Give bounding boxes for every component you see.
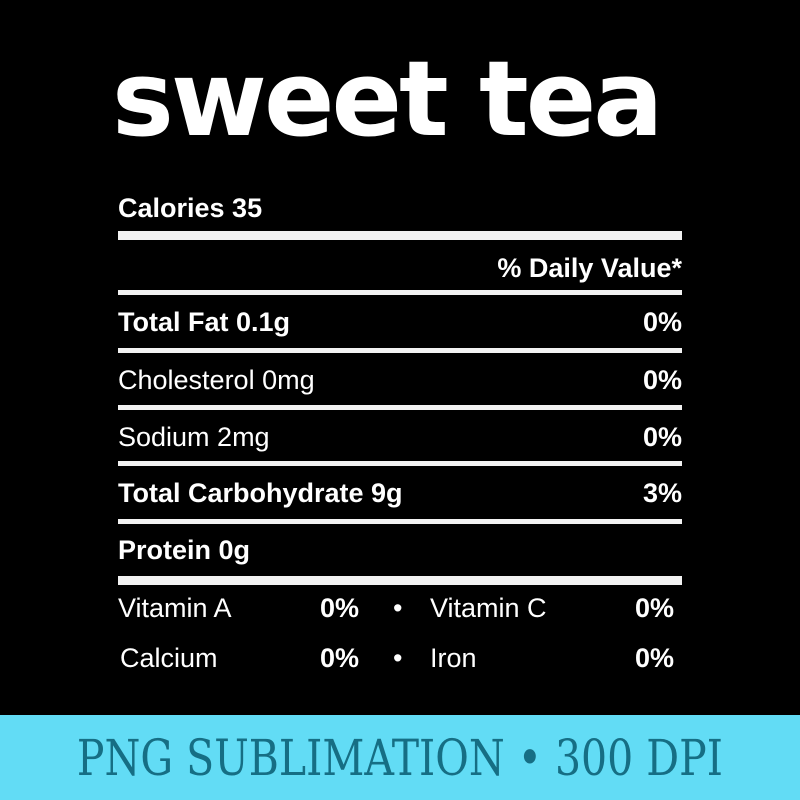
vitamin-dv: 0% [320,593,360,623]
daily-value-header: % Daily Value* [497,252,682,283]
vitamin-dv: 0% [635,643,675,673]
divider [118,519,682,524]
nutrient-label: Cholesterol 0mg [118,364,315,395]
nutrient-dv: 3% [642,477,682,508]
divider-thick [118,576,682,585]
banner: PNG SUBLIMATION • 300 DPI [0,715,800,800]
divider [118,405,682,410]
title: sweet tea [112,38,663,160]
nutrient-row: Total Fat 0.1g 0% [118,302,682,342]
nutrient-dv: 0% [642,306,682,337]
calories-label: Calories 35 [118,192,263,223]
nutrient-row: Cholesterol 0mg 0% [118,360,682,400]
vitamin-dv: 0% [320,643,360,673]
divider [118,290,682,295]
divider [118,348,682,353]
vitamin-label: Vitamin C [430,593,547,623]
nutrient-label: Total Fat 0.1g [118,306,291,337]
vitamin-label: Iron [430,643,477,673]
nutrient-label: Protein 0g [118,534,251,565]
nutrient-row: Protein 0g [118,530,682,570]
nutrient-label: Total Carbohydrate 9g [118,477,403,508]
nutrient-dv: 0% [642,364,682,395]
nutrient-row: Total Carbohydrate 9g 3% [118,473,682,513]
daily-value-header-row: % Daily Value* [118,248,682,288]
vitamin-label: Calcium [120,643,218,673]
divider-thick [118,231,682,240]
bullet: • [393,643,403,673]
vitamin-dv: 0% [635,593,675,623]
vitamin-label: Vitamin A [118,593,232,623]
nutrient-label: Sodium 2mg [118,421,270,452]
nutrient-row: Sodium 2mg 0% [118,417,682,457]
bullet: • [393,593,403,623]
calories-row: Calories 35 [118,188,682,228]
banner-text: PNG SUBLIMATION • 300 DPI [76,728,724,787]
nutrient-dv: 0% [642,421,682,452]
divider [118,461,682,466]
